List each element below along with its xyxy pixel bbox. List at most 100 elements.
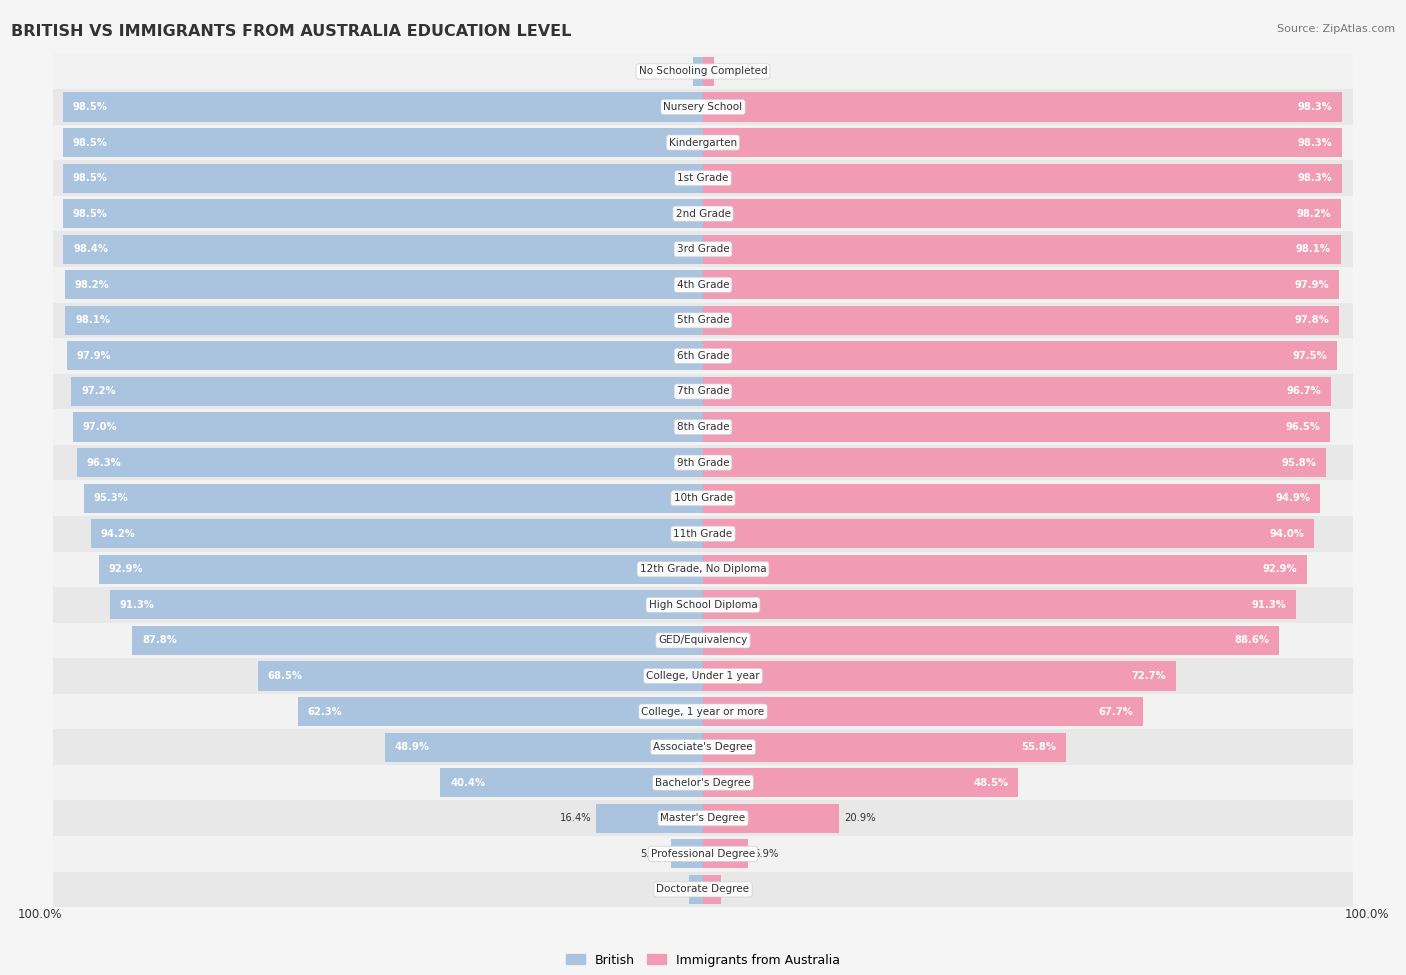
Bar <box>671 839 703 869</box>
Bar <box>91 519 703 548</box>
Text: 1.7%: 1.7% <box>720 66 745 76</box>
Text: No Schooling Completed: No Schooling Completed <box>638 66 768 76</box>
Bar <box>53 694 1353 729</box>
Bar <box>53 872 1353 907</box>
Bar <box>385 732 703 761</box>
Bar <box>63 199 703 228</box>
Bar <box>703 199 1341 228</box>
Text: Nursery School: Nursery School <box>664 102 742 112</box>
Bar <box>257 661 703 690</box>
Bar <box>83 484 703 513</box>
Bar <box>53 481 1353 516</box>
Text: 100.0%: 100.0% <box>17 909 62 921</box>
Text: Bachelor's Degree: Bachelor's Degree <box>655 778 751 788</box>
Text: 98.1%: 98.1% <box>1296 244 1331 254</box>
Bar <box>53 196 1353 231</box>
Text: 92.9%: 92.9% <box>108 565 143 574</box>
Bar <box>703 875 721 904</box>
Text: 98.1%: 98.1% <box>75 315 110 326</box>
Text: 1st Grade: 1st Grade <box>678 174 728 183</box>
Text: 97.8%: 97.8% <box>1294 315 1329 326</box>
Bar <box>53 516 1353 552</box>
Legend: British, Immigrants from Australia: British, Immigrants from Australia <box>561 949 845 971</box>
Bar <box>53 445 1353 481</box>
Bar <box>596 803 703 833</box>
Bar <box>440 768 703 798</box>
Text: 48.5%: 48.5% <box>973 778 1008 788</box>
Text: 62.3%: 62.3% <box>308 707 343 717</box>
Bar <box>703 377 1331 406</box>
Text: 98.2%: 98.2% <box>75 280 110 290</box>
Bar <box>53 160 1353 196</box>
Text: 67.7%: 67.7% <box>1098 707 1133 717</box>
Bar <box>53 267 1353 302</box>
Bar <box>703 448 1326 477</box>
Bar <box>53 338 1353 373</box>
Bar <box>703 306 1339 335</box>
Text: Associate's Degree: Associate's Degree <box>654 742 752 752</box>
Bar <box>703 626 1279 655</box>
Bar <box>703 555 1306 584</box>
Text: 100.0%: 100.0% <box>1344 909 1389 921</box>
Bar <box>53 765 1353 800</box>
Bar <box>73 412 703 442</box>
Text: 98.2%: 98.2% <box>1296 209 1331 218</box>
Bar <box>703 412 1330 442</box>
Text: GED/Equivalency: GED/Equivalency <box>658 636 748 645</box>
Text: 94.2%: 94.2% <box>100 528 135 539</box>
Text: Master's Degree: Master's Degree <box>661 813 745 823</box>
Text: 87.8%: 87.8% <box>142 636 177 645</box>
Bar <box>63 128 703 157</box>
Bar <box>53 800 1353 836</box>
Bar <box>703 803 839 833</box>
Text: 5th Grade: 5th Grade <box>676 315 730 326</box>
Text: 91.3%: 91.3% <box>120 600 155 609</box>
Text: 98.5%: 98.5% <box>73 102 107 112</box>
Text: 68.5%: 68.5% <box>267 671 302 681</box>
Text: 5.0%: 5.0% <box>640 849 665 859</box>
Bar <box>689 875 703 904</box>
Bar <box>53 410 1353 445</box>
Bar <box>703 839 748 869</box>
Bar <box>66 306 703 335</box>
Text: 40.4%: 40.4% <box>450 778 485 788</box>
Text: 95.3%: 95.3% <box>93 493 128 503</box>
Text: 9th Grade: 9th Grade <box>676 457 730 468</box>
Bar <box>53 552 1353 587</box>
Bar <box>703 484 1320 513</box>
Bar <box>66 341 703 370</box>
Bar <box>53 373 1353 410</box>
Text: 72.7%: 72.7% <box>1132 671 1166 681</box>
Text: 98.5%: 98.5% <box>73 137 107 147</box>
Bar <box>53 54 1353 89</box>
Bar <box>53 231 1353 267</box>
Text: 88.6%: 88.6% <box>1234 636 1270 645</box>
Text: Doctorate Degree: Doctorate Degree <box>657 884 749 894</box>
Bar <box>77 448 703 477</box>
Text: 98.3%: 98.3% <box>1298 174 1331 183</box>
Text: Professional Degree: Professional Degree <box>651 849 755 859</box>
Text: 48.9%: 48.9% <box>395 742 430 752</box>
Text: 4th Grade: 4th Grade <box>676 280 730 290</box>
Bar <box>53 125 1353 160</box>
Text: 97.9%: 97.9% <box>76 351 111 361</box>
Text: 98.3%: 98.3% <box>1298 102 1331 112</box>
Text: 98.4%: 98.4% <box>73 244 108 254</box>
Text: 95.8%: 95.8% <box>1281 457 1316 468</box>
Text: 1.5%: 1.5% <box>662 66 688 76</box>
Bar <box>53 729 1353 765</box>
Bar <box>53 658 1353 694</box>
Text: 92.9%: 92.9% <box>1263 565 1298 574</box>
Text: 91.3%: 91.3% <box>1251 600 1286 609</box>
Text: 20.9%: 20.9% <box>844 813 876 823</box>
Text: 97.0%: 97.0% <box>83 422 117 432</box>
Text: 97.9%: 97.9% <box>1295 280 1330 290</box>
Bar <box>703 768 1018 798</box>
Bar <box>703 93 1341 122</box>
Bar <box>703 732 1066 761</box>
Text: 55.8%: 55.8% <box>1021 742 1056 752</box>
Text: 6th Grade: 6th Grade <box>676 351 730 361</box>
Bar <box>53 623 1353 658</box>
Text: Source: ZipAtlas.com: Source: ZipAtlas.com <box>1277 24 1395 34</box>
Bar <box>72 377 703 406</box>
